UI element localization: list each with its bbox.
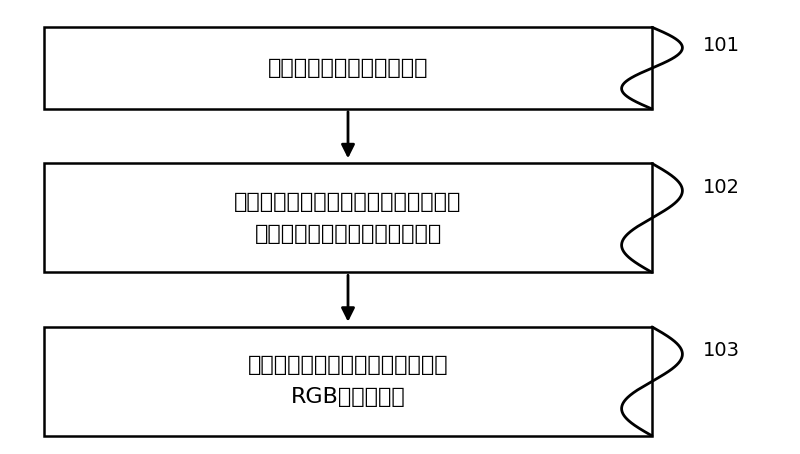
Text: 表面设置透明薄层形成对盒结构: 表面设置透明薄层形成对盒结构 [254, 224, 442, 244]
FancyBboxPatch shape [44, 327, 652, 436]
Text: 在玻璃基板上形成狭缝光栅: 在玻璃基板上形成狭缝光栅 [268, 58, 428, 78]
Text: RGB像素的图案: RGB像素的图案 [290, 387, 406, 407]
Text: 101: 101 [702, 36, 739, 55]
FancyBboxPatch shape [44, 163, 652, 272]
FancyBboxPatch shape [44, 27, 652, 109]
Text: 在所述玻璃基板形成有所述狭缝光栅的: 在所述玻璃基板形成有所述狭缝光栅的 [234, 192, 462, 212]
Text: 102: 102 [702, 178, 739, 197]
Text: 103: 103 [702, 341, 739, 360]
Text: 在所述对盒结构的超薄玻璃上形成: 在所述对盒结构的超薄玻璃上形成 [248, 355, 448, 375]
